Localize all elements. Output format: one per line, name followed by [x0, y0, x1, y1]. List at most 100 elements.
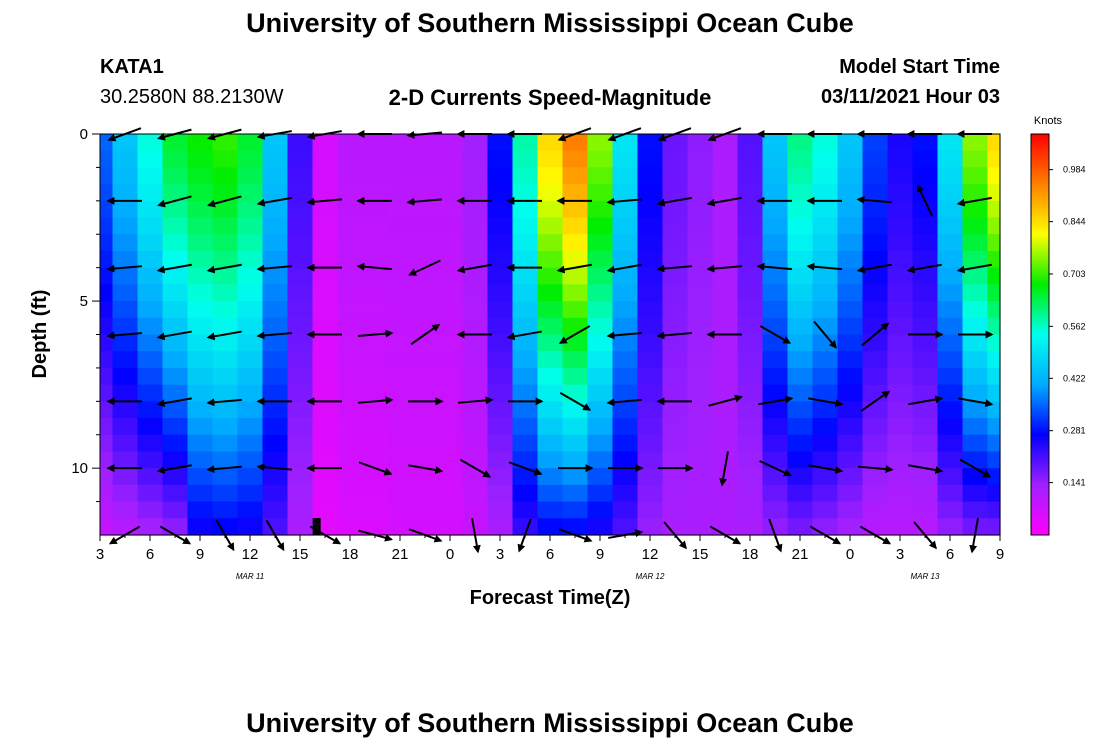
current-vector: [719, 451, 729, 487]
heatmap-cell: [412, 150, 439, 169]
heatmap-cell: [512, 217, 539, 235]
heatmap-cell: [537, 167, 564, 185]
heatmap-cell: [937, 301, 964, 319]
heatmap-cell: [987, 200, 1001, 219]
current-vector: [207, 195, 242, 208]
heatmap-cell: [512, 484, 539, 503]
heatmap-cell: [100, 334, 114, 352]
heatmap-cell: [912, 234, 939, 252]
current-vector: [813, 320, 837, 349]
y-tick-label: 10: [71, 460, 88, 477]
heatmap-cell: [912, 468, 939, 486]
heatmap-cell: [762, 418, 789, 436]
heatmap-cell: [487, 217, 514, 235]
x-tick-label: 18: [742, 546, 759, 563]
heatmap-cell: [712, 317, 739, 336]
heatmap-cell: [512, 384, 539, 402]
heatmap-cell: [137, 134, 164, 152]
station-id: KATA1: [100, 56, 164, 78]
heatmap-cell: [912, 484, 939, 503]
heatmap-cell: [562, 217, 589, 235]
current-vector: [706, 196, 742, 207]
heatmap-cell: [887, 301, 914, 319]
heatmap-cell: [962, 451, 989, 469]
heatmap-cell: [912, 434, 939, 453]
heatmap-cell: [387, 518, 414, 536]
current-vector: [708, 394, 743, 407]
heatmap-cell: [987, 234, 1001, 252]
heatmap-cell: [912, 384, 939, 402]
heatmap-cell: [837, 301, 864, 319]
heatmap-cell: [312, 334, 339, 352]
heatmap-cell: [437, 284, 464, 302]
heatmap-cell: [512, 401, 539, 419]
heatmap-cell: [662, 234, 689, 252]
heatmap-cell: [612, 250, 639, 269]
heatmap-cell: [712, 234, 739, 252]
heatmap-cell: [412, 418, 439, 436]
heatmap-cell: [837, 200, 864, 219]
heatmap-cell: [312, 267, 339, 285]
heatmap-cell: [362, 267, 389, 285]
heatmap-cell: [212, 284, 239, 302]
heatmap-cell: [687, 284, 714, 302]
heatmap-cell: [537, 384, 564, 402]
heatmap-cell: [812, 451, 839, 469]
current-vector: [106, 331, 143, 340]
heatmap-cell: [137, 234, 164, 252]
heatmap-cell: [912, 167, 939, 185]
heatmap-cell: [887, 384, 914, 402]
heatmap-cell: [837, 134, 864, 152]
current-vector: [106, 264, 143, 273]
heatmap-cell: [187, 401, 214, 419]
heatmap-cell: [487, 351, 514, 369]
heatmap-cell: [612, 384, 639, 402]
heatmap-cell: [412, 250, 439, 269]
x-tick-label: 21: [392, 546, 409, 563]
heatmap-cell: [987, 134, 1001, 152]
heatmap-cell: [512, 468, 539, 486]
heatmap-cell: [737, 317, 764, 336]
heatmap-cell: [337, 401, 364, 419]
heatmap-cell: [962, 484, 989, 503]
heatmap-cell: [637, 167, 664, 185]
heatmap-cell: [862, 484, 889, 503]
heatmap-cell: [412, 134, 439, 152]
heatmap-cell: [912, 501, 939, 519]
heatmap-cell: [100, 234, 114, 252]
heatmap-cell: [112, 351, 139, 369]
x-tick-label: 6: [546, 546, 554, 563]
heatmap-cell: [612, 267, 639, 285]
heatmap-cell: [837, 317, 864, 336]
heatmap-cell: [737, 367, 764, 386]
heatmap-cell: [262, 167, 289, 185]
heatmap-cell: [262, 501, 289, 519]
heatmap-cell: [487, 501, 514, 519]
heatmap-cell: [637, 518, 664, 536]
y-axis-label: Depth (ft): [29, 290, 51, 379]
heatmap-cell: [937, 317, 964, 336]
heatmap-cell: [837, 484, 864, 503]
heatmap-cell: [287, 468, 314, 486]
x-tick-label: 9: [196, 546, 204, 563]
heatmap-cell: [862, 301, 889, 319]
heatmap-cell: [337, 384, 364, 402]
heatmap-cell: [587, 451, 614, 469]
heatmap-cell: [637, 468, 664, 486]
heatmap-cell: [137, 418, 164, 436]
heatmap-cell: [187, 451, 214, 469]
heatmap-cell: [387, 367, 414, 386]
heatmap-cell: [187, 184, 214, 202]
heatmap-cell: [787, 234, 814, 252]
heatmap-cell: [112, 367, 139, 386]
heatmap-cell: [962, 167, 989, 185]
heatmap-cell: [987, 384, 1001, 402]
heatmap-cell: [100, 184, 114, 202]
heatmap-cell: [887, 250, 914, 269]
heatmap-cell: [187, 167, 214, 185]
heatmap-cell: [437, 200, 464, 219]
heatmap-cell: [637, 418, 664, 436]
heatmap-cell: [537, 351, 564, 369]
heatmap-cell: [712, 200, 739, 219]
heatmap-cell: [737, 434, 764, 453]
